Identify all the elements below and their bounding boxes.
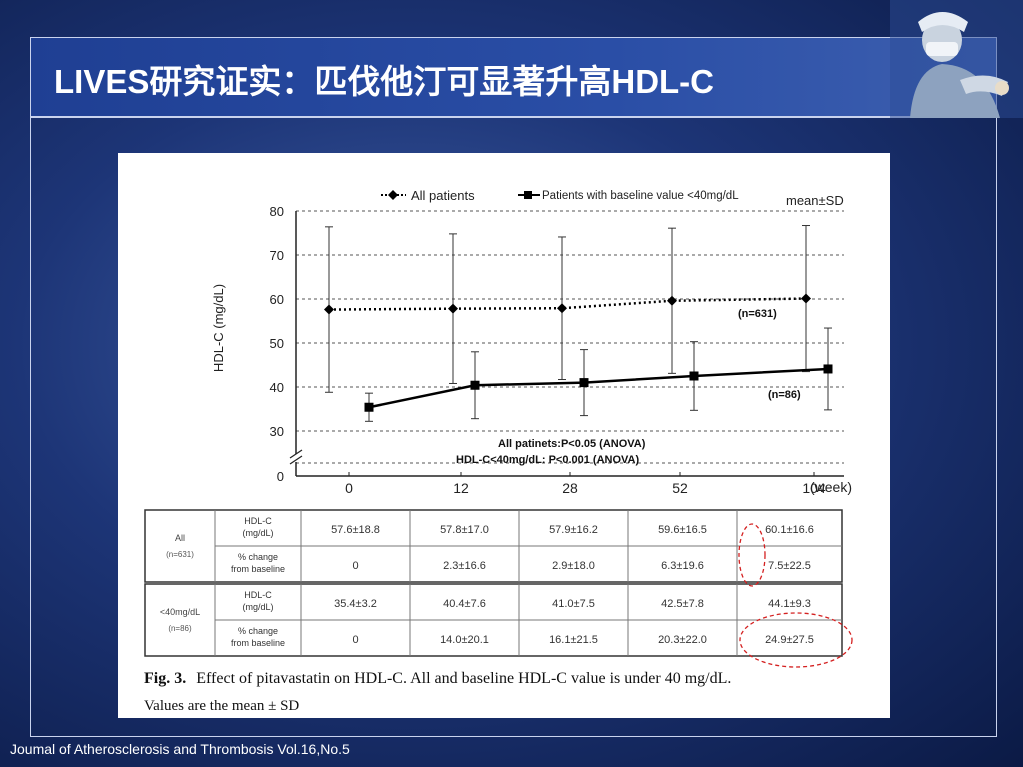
series-n-label-low: (n=86) [768,389,801,401]
highlight-circles [738,523,853,668]
table-cell: 20.3±22.0 [658,634,707,646]
figure-panel: 0 30 40 50 60 70 80 0 12 28 52 104 HDL-C (mg/dL) (… [118,153,890,718]
table-cell: 40.4±7.6 [443,598,486,610]
title-bar [31,38,996,116]
x-tick-labels: 0 12 28 52 104 [345,480,826,496]
series-line-low [368,367,829,409]
table-group-sublabel: (n=86) [168,624,192,633]
table-row-label: (mg/dL) [242,528,273,538]
x-axis-unit-label: (week) [810,479,852,495]
data-point-square [823,364,833,374]
annotation-all-pvalue: All patinets:P<0.05 (ANOVA) [498,438,646,450]
y-tick-label: 60 [270,292,284,307]
grid-lines [296,210,844,464]
data-point-square [364,402,374,412]
legend: All patients Patients with baseline valu… [381,188,844,208]
chart-axes [289,211,844,477]
y-tick-label: 70 [270,248,284,263]
data-point-square [470,380,480,390]
data-point-diamond [557,303,567,314]
table-cell: 2.3±16.6 [443,560,486,572]
data-point-square [689,371,699,381]
legend-square-marker [524,191,532,199]
y-axis-label: HDL-C (mg/dL) [211,284,226,372]
table-cell: 41.0±7.5 [552,598,595,610]
legend-diamond-marker [388,190,398,200]
surgeon-illustration [890,0,1023,118]
series-markers [324,293,833,412]
series-n-label-all: (n=631) [738,308,777,320]
highlight-circle-large [739,612,853,668]
slide-title: LIVES研究证实：匹伐他汀可显著升高HDL-C [54,63,714,100]
table-cell: 57.9±16.2 [549,524,598,536]
x-tick-label: 104 [802,480,826,496]
legend-label-all: All patients [411,188,475,203]
table-cell: 57.6±18.8 [331,524,380,536]
x-tick-label: 52 [672,480,688,496]
data-point-diamond [448,303,458,314]
footer-citation: Joumal of Atherosclerosis and Thrombosis… [10,741,350,757]
table-cell: 60.1±16.6 [765,524,814,536]
x-tick-label: 12 [453,480,469,496]
hdl-chart-figure: 0 30 40 50 60 70 80 0 12 28 52 104 HDL-C (mg/dL) (… [144,188,853,714]
caption-text: Effect of pitavastatin on HDL-C. All and… [196,670,731,687]
table-row-label: % change [238,626,278,636]
table-row-label: % change [238,552,278,562]
annotation-low-pvalue: HDL-C<40mg/dL: P<0.001 (ANOVA) [456,454,640,466]
data-table: All (n=631) HDL-C (mg/dL) 57.6±18.8 57.8±17.0… [144,509,843,657]
x-tick-label: 0 [345,480,353,496]
data-point-diamond [324,304,334,315]
legend-note: mean±SD [786,193,844,208]
series-line-all [328,297,807,311]
legend-label-low: Patients with baseline value <40mg/dL [542,190,739,202]
y-tick-label: 30 [270,424,284,439]
x-tick-label: 28 [562,480,578,496]
table-row-label: from baseline [231,638,285,648]
table-cell: 16.1±21.5 [549,634,598,646]
y-tick-labels: 0 30 40 50 60 70 80 [270,204,284,484]
data-point-diamond [801,293,811,304]
frame-right-line [996,37,997,737]
figure-caption-line2: Values are the mean ± SD [144,698,299,714]
axis-break-mark [289,449,303,459]
table-group-label: <40mg/dL [160,607,200,617]
figure-caption-line1: Fig. 3. Effect of pitavastatin on HDL-C.… [144,670,731,687]
caption-fig-label: Fig. 3. [144,670,186,687]
y-tick-label: 80 [270,204,284,219]
data-point-diamond [667,295,677,306]
y-tick-label: 50 [270,336,284,351]
data-point-square [579,378,589,388]
frame-divider-line [30,116,996,118]
highlight-circle-small [738,523,766,587]
table-cell: 14.0±20.1 [440,634,489,646]
table-row-label: from baseline [231,564,285,574]
table-cell: 57.8±17.0 [440,524,489,536]
y-tick-label: 0 [277,469,284,484]
frame-top-line [30,37,996,38]
table-row-label: (mg/dL) [242,602,273,612]
frame-bottom-line [30,736,997,737]
y-tick-label: 40 [270,380,284,395]
table-cell: 0 [352,634,358,646]
frame-left-line [30,37,31,737]
table-row-label: HDL-C [244,516,272,526]
axis-break-mark [289,455,303,465]
table-cell: 6.3±19.6 [661,560,704,572]
table-group-label: All [175,533,185,543]
table-row-label: HDL-C [244,590,272,600]
table-cell: 24.9±27.5 [765,634,814,646]
table-cell: 2.9±18.0 [552,560,595,572]
table-cell: 42.5±7.8 [661,598,704,610]
table-cell: 35.4±3.2 [334,598,377,610]
table-cell: 44.1±9.3 [768,598,811,610]
table-cell: 0 [352,560,358,572]
table-cell: 7.5±22.5 [768,560,811,572]
table-cell: 59.6±16.5 [658,524,707,536]
table-group-sublabel: (n=631) [166,550,194,559]
